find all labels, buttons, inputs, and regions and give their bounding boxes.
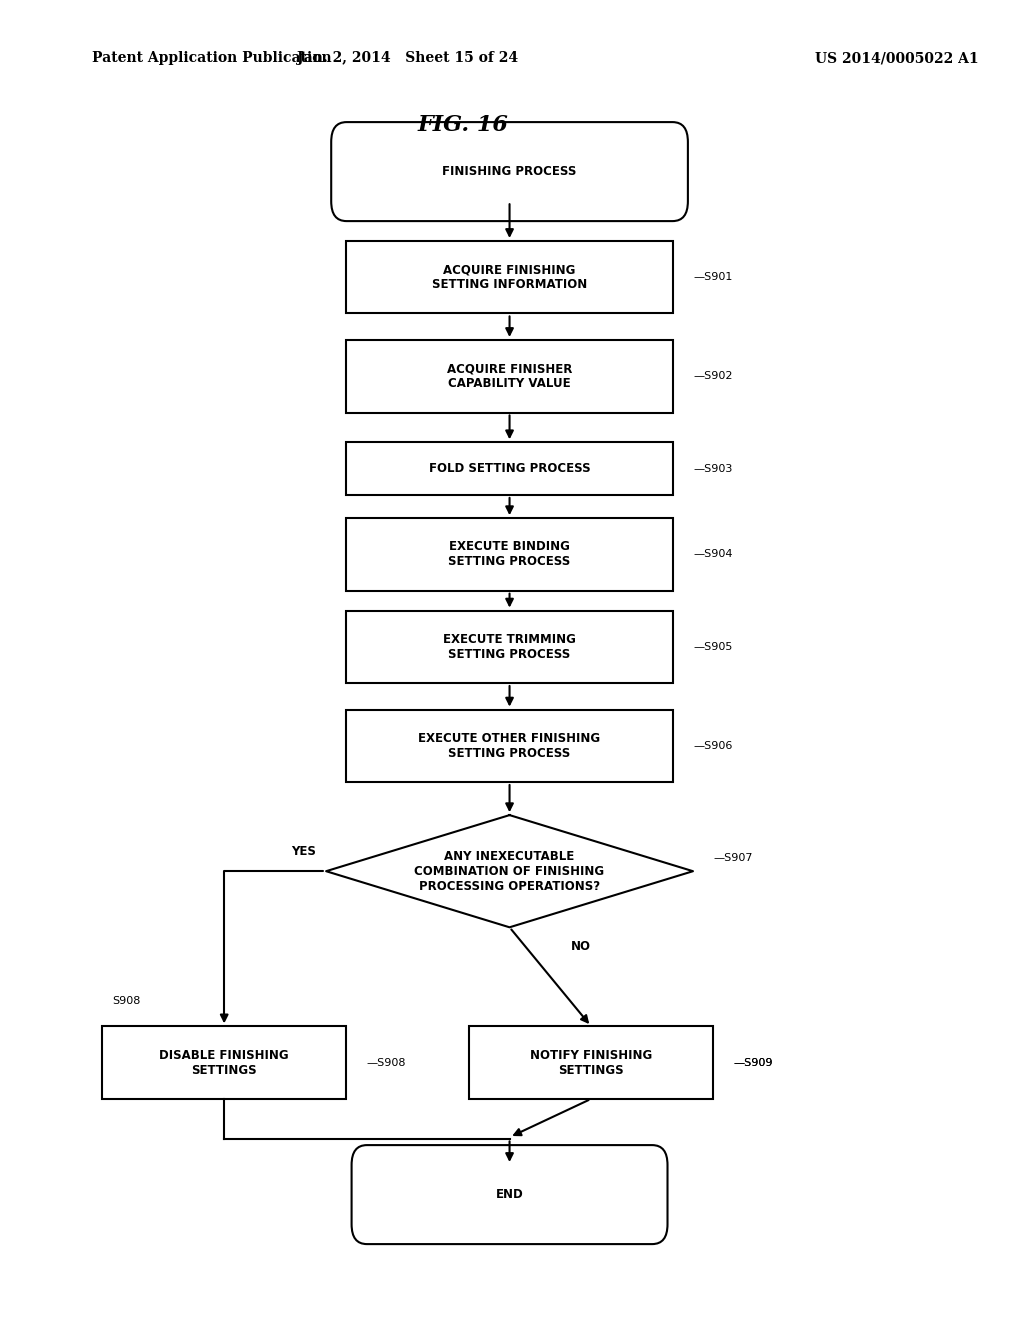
Text: EXECUTE TRIMMING
SETTING PROCESS: EXECUTE TRIMMING SETTING PROCESS	[443, 632, 575, 661]
Text: —S909: —S909	[734, 1057, 773, 1068]
FancyBboxPatch shape	[102, 1027, 346, 1098]
FancyBboxPatch shape	[346, 710, 673, 781]
Text: FOLD SETTING PROCESS: FOLD SETTING PROCESS	[429, 462, 591, 475]
Text: YES: YES	[291, 845, 316, 858]
Text: —S908: —S908	[367, 1057, 407, 1068]
Text: Jan. 2, 2014   Sheet 15 of 24: Jan. 2, 2014 Sheet 15 of 24	[297, 51, 518, 65]
Text: US 2014/0005022 A1: US 2014/0005022 A1	[815, 51, 979, 65]
FancyBboxPatch shape	[346, 442, 673, 495]
FancyBboxPatch shape	[331, 123, 688, 220]
Polygon shape	[326, 814, 693, 927]
Text: ACQUIRE FINISHING
SETTING INFORMATION: ACQUIRE FINISHING SETTING INFORMATION	[432, 263, 587, 292]
FancyBboxPatch shape	[346, 240, 673, 313]
Text: NO: NO	[571, 940, 591, 953]
Text: —S903: —S903	[693, 463, 732, 474]
Text: S908: S908	[112, 997, 140, 1006]
Text: FINISHING PROCESS: FINISHING PROCESS	[442, 165, 577, 178]
Text: ANY INEXECUTABLE
COMBINATION OF FINISHING
PROCESSING OPERATIONS?: ANY INEXECUTABLE COMBINATION OF FINISHIN…	[415, 850, 604, 892]
Text: —S907: —S907	[714, 853, 753, 863]
Text: —S901: —S901	[693, 272, 732, 282]
Text: DISABLE FINISHING
SETTINGS: DISABLE FINISHING SETTINGS	[160, 1048, 289, 1077]
FancyBboxPatch shape	[346, 610, 673, 684]
FancyBboxPatch shape	[469, 1027, 714, 1098]
FancyBboxPatch shape	[346, 339, 673, 412]
Text: —S905: —S905	[693, 642, 732, 652]
FancyBboxPatch shape	[346, 517, 673, 591]
Text: FIG. 16: FIG. 16	[418, 115, 509, 136]
Text: Patent Application Publication: Patent Application Publication	[92, 51, 332, 65]
Text: —S909: —S909	[734, 1057, 773, 1068]
Text: EXECUTE BINDING
SETTING PROCESS: EXECUTE BINDING SETTING PROCESS	[449, 540, 570, 569]
Text: EXECUTE OTHER FINISHING
SETTING PROCESS: EXECUTE OTHER FINISHING SETTING PROCESS	[419, 731, 601, 760]
Text: —S902: —S902	[693, 371, 732, 381]
Text: ACQUIRE FINISHER
CAPABILITY VALUE: ACQUIRE FINISHER CAPABILITY VALUE	[446, 362, 572, 391]
FancyBboxPatch shape	[351, 1144, 668, 1243]
Text: NOTIFY FINISHING
SETTINGS: NOTIFY FINISHING SETTINGS	[530, 1048, 652, 1077]
Text: —S904: —S904	[693, 549, 732, 560]
Text: —S906: —S906	[693, 741, 732, 751]
Text: END: END	[496, 1188, 523, 1201]
